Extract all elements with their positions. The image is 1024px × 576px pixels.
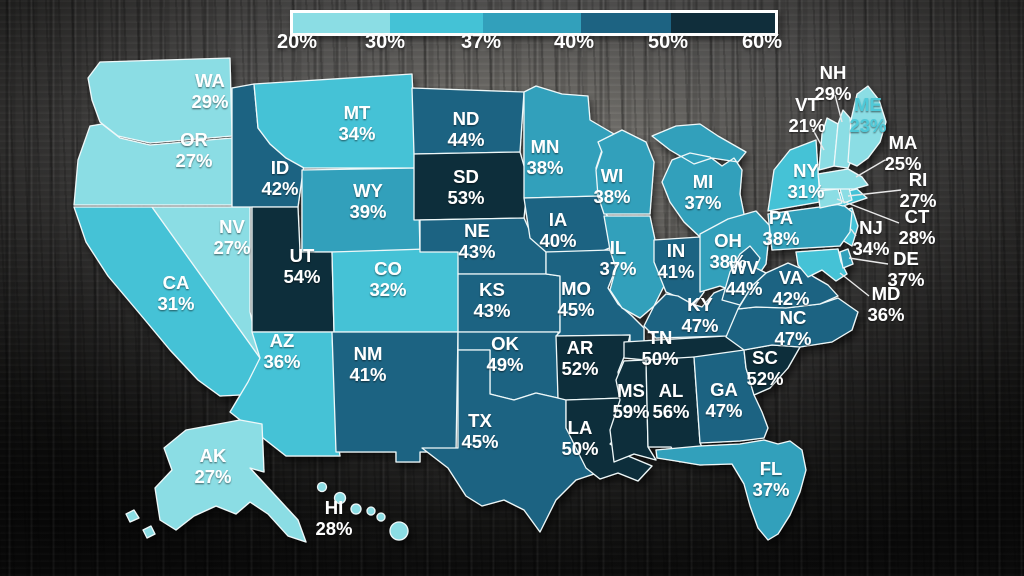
legend-segment-2 — [390, 13, 483, 33]
label-or: OR 27% — [175, 129, 212, 171]
label-sc: SC 52% — [746, 347, 783, 389]
legend-segment-4 — [581, 13, 671, 33]
label-tx: TX 45% — [461, 410, 498, 452]
legend-segment-3 — [483, 13, 581, 33]
label-ga: GA 47% — [705, 379, 742, 421]
state-ma — [817, 168, 869, 190]
label-sd: SD 53% — [447, 166, 484, 208]
state-tx — [421, 349, 601, 533]
state-mi — [651, 123, 747, 238]
legend-tick-20: 20% — [276, 31, 318, 53]
label-ne: NE 43% — [458, 220, 495, 262]
state-ak — [125, 419, 307, 543]
leader-lines-layer — [811, 94, 902, 297]
label-ct: CT 28% — [898, 206, 935, 248]
label-de: DE 37% — [887, 248, 924, 290]
label-tn: TN 50% — [641, 327, 678, 369]
legend-segment-5 — [671, 13, 775, 33]
label-nv: NV 27% — [213, 216, 250, 258]
label-oh: OH 38% — [709, 230, 746, 272]
label-co: CO 32% — [369, 258, 406, 300]
state-hi-island — [366, 506, 376, 516]
state-hi-island — [376, 512, 386, 522]
label-ks: KS 43% — [473, 279, 510, 321]
state-fl — [655, 439, 807, 541]
label-nm: NM 41% — [349, 343, 386, 385]
state-nm — [331, 331, 459, 463]
state-vt — [818, 117, 839, 171]
state-hi-island — [350, 503, 362, 515]
state-wi — [595, 129, 655, 215]
label-mt: MT 34% — [338, 102, 375, 144]
label-fl: FL 37% — [752, 458, 789, 500]
states-layer — [73, 57, 887, 543]
state-labels-layer: WA 29% OR 27% CA 31% NV 27% ID 42% MT 34% WY 39% UT 54%… — [157, 62, 936, 539]
state-md — [795, 248, 848, 282]
label-me: ME 23% — [849, 94, 886, 136]
color-scale-legend — [290, 10, 778, 36]
label-mo: MO 45% — [557, 278, 594, 320]
label-az: AZ 36% — [263, 330, 300, 372]
leader-line-md — [839, 272, 870, 297]
label-la: LA 50% — [561, 417, 598, 459]
label-ar: AR 52% — [561, 337, 598, 379]
label-va: VA 42% — [772, 267, 809, 309]
state-hi-island — [389, 521, 409, 541]
label-vt: VT 21% — [788, 94, 825, 136]
label-nj: NJ 34% — [852, 217, 889, 259]
label-ok: OK 49% — [486, 333, 523, 375]
label-nc: NC 47% — [774, 307, 811, 349]
label-wy: WY 39% — [349, 180, 386, 222]
label-ri: RI 27% — [899, 169, 936, 211]
state-wv — [721, 245, 767, 306]
leader-line-nj — [850, 228, 857, 237]
legend-tick-30: 30% — [364, 31, 406, 53]
legend-tick-60: 60% — [741, 31, 783, 53]
state-ct — [817, 188, 843, 209]
label-id: ID 42% — [261, 157, 298, 199]
legend-segment-1 — [293, 13, 390, 33]
label-nd: ND 44% — [447, 108, 484, 150]
label-ca: CA 31% — [157, 272, 194, 314]
label-ms: MS 59% — [612, 380, 649, 422]
label-wa: WA 29% — [191, 70, 228, 112]
label-ny: NY 31% — [787, 160, 824, 202]
state-nv — [151, 206, 261, 359]
leader-line-ma — [855, 159, 886, 178]
label-ma: MA 25% — [884, 132, 921, 174]
state-wa — [87, 57, 233, 144]
leader-line-ri — [847, 189, 902, 197]
label-ia: IA 40% — [539, 209, 576, 251]
label-wi: WI 38% — [593, 165, 630, 207]
state-me — [847, 85, 887, 167]
label-al: AL 56% — [652, 380, 689, 422]
label-ak: AK 27% — [194, 445, 231, 487]
leader-line-ct — [836, 198, 900, 224]
label-nh: NH 29% — [814, 62, 851, 104]
label-in: IN 41% — [657, 240, 694, 282]
state-hi-island — [333, 491, 347, 505]
legend-tick-37: 37% — [460, 31, 502, 53]
label-wv: WV 44% — [725, 257, 762, 299]
legend-tick-50: 50% — [647, 31, 689, 53]
state-hi-island — [316, 481, 328, 493]
label-md: MD 36% — [867, 283, 904, 325]
label-mn: MN 38% — [526, 136, 563, 178]
label-mi: MI 37% — [684, 171, 721, 213]
label-ut: UT 54% — [283, 245, 320, 287]
legend-tick-40: 40% — [553, 31, 595, 53]
state-de — [839, 248, 854, 269]
label-ky: KY 47% — [681, 294, 718, 336]
leader-line-de — [848, 257, 889, 265]
leader-line-vt — [811, 127, 825, 151]
label-pa: PA 38% — [762, 207, 799, 249]
leader-line-nh — [834, 94, 843, 123]
label-il: IL 37% — [599, 237, 636, 279]
label-hi: HI 28% — [315, 497, 352, 539]
